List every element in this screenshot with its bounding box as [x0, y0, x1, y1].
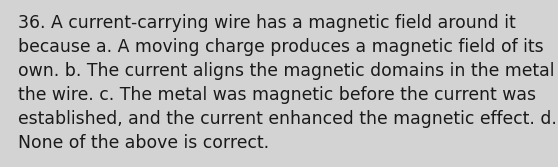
Text: 36. A current-carrying wire has a magnetic field around it: 36. A current-carrying wire has a magnet… [18, 14, 516, 32]
Text: own. b. The current aligns the magnetic domains in the metal of: own. b. The current aligns the magnetic … [18, 62, 558, 80]
Text: established, and the current enhanced the magnetic effect. d.: established, and the current enhanced th… [18, 110, 557, 128]
Text: None of the above is correct.: None of the above is correct. [18, 134, 269, 152]
Text: because a. A moving charge produces a magnetic field of its: because a. A moving charge produces a ma… [18, 38, 543, 56]
Text: the wire. c. The metal was magnetic before the current was: the wire. c. The metal was magnetic befo… [18, 86, 536, 104]
